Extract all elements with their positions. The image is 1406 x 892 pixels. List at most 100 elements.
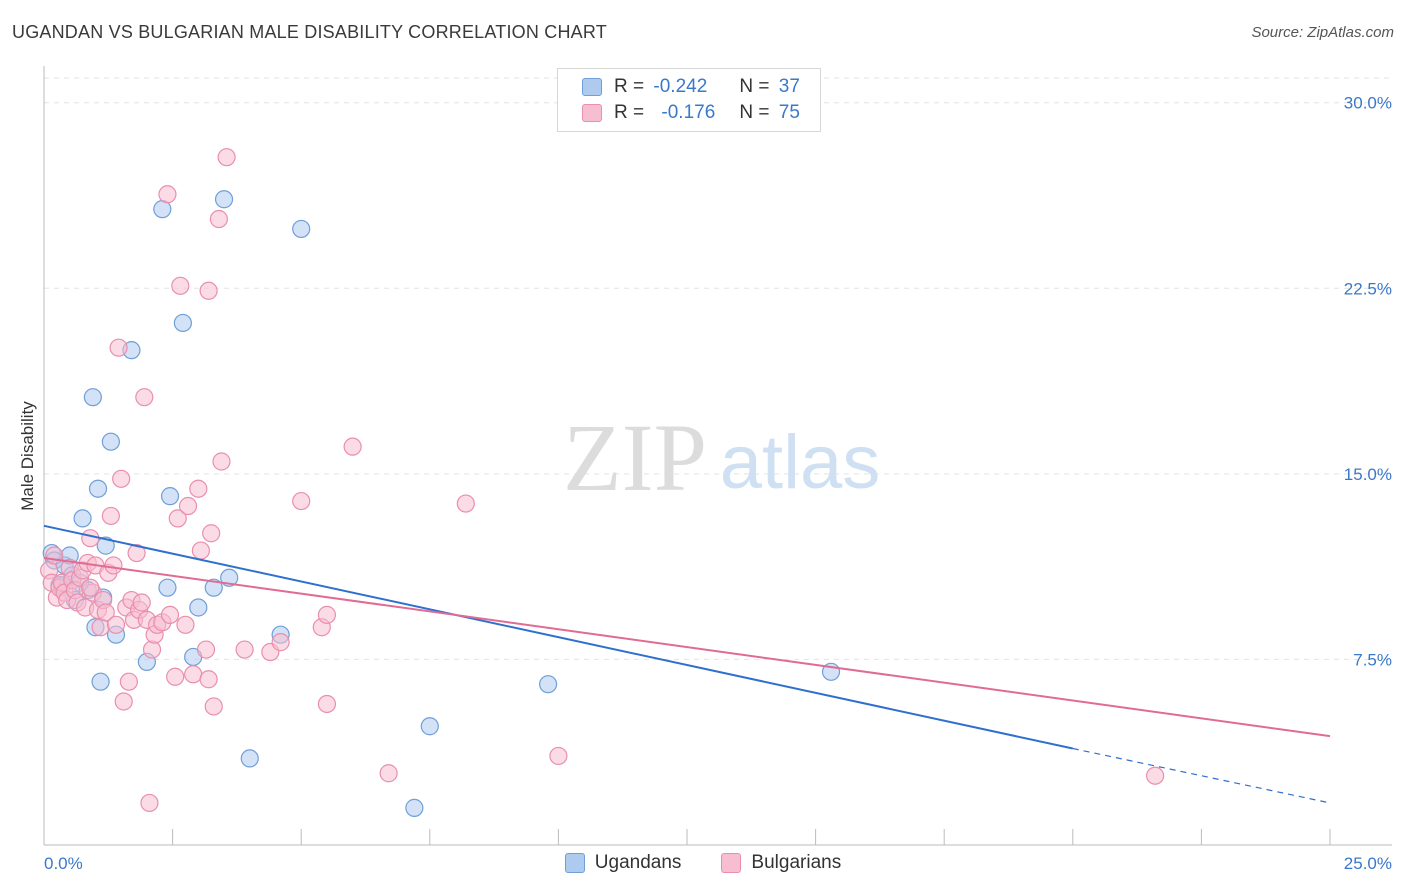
watermark-atlas: atlas: [720, 420, 881, 505]
grid-lines: [44, 77, 1392, 660]
point-ugandan: [189, 598, 208, 617]
point-bulgarian: [217, 148, 236, 167]
point-ugandan: [539, 675, 558, 694]
point-bulgarian: [199, 281, 218, 300]
legend-item-ugandans[interactable]: Ugandans: [564, 852, 682, 874]
point-ugandan: [220, 568, 239, 587]
legend-n-label: N =: [739, 76, 770, 97]
legend-label-ugandans: Ugandans: [594, 852, 682, 873]
point-bulgarian: [549, 746, 568, 766]
point-bulgarian: [45, 546, 64, 565]
point-ugandan: [173, 313, 192, 333]
point-bulgarian: [168, 509, 187, 528]
point-bulgarian: [81, 578, 100, 597]
watermark: ZIP atlas: [563, 404, 880, 511]
point-ugandan: [420, 717, 439, 736]
swatch-ugandans: [564, 853, 585, 873]
tick-labels: 7.5% 15.0% 22.5% 30.0% 0.0% 25.0%: [44, 94, 1392, 873]
y-tick-label: 15.0%: [1344, 465, 1392, 484]
watermark-zip: ZIP: [563, 404, 707, 511]
legend-row-ugandans: R = -0.242 N = 37: [582, 75, 800, 99]
point-ugandan: [73, 509, 92, 528]
point-bulgarian: [171, 276, 190, 295]
point-ugandan: [160, 487, 180, 506]
legend-r-value: -0.176: [661, 102, 716, 123]
series-bulgarians: [40, 148, 1165, 813]
point-bulgarian: [104, 556, 123, 575]
point-bulgarian: [158, 185, 177, 204]
point-bulgarian: [199, 670, 218, 689]
legend-swatch-blue: [582, 78, 602, 96]
point-bulgarian: [271, 633, 290, 652]
point-bulgarian: [132, 593, 151, 612]
y-tick-label: 7.5%: [1353, 650, 1392, 669]
legend-n-value: 75: [778, 102, 800, 123]
y-tick-label: 22.5%: [1344, 279, 1392, 298]
point-bulgarian: [209, 209, 228, 229]
point-ugandan: [292, 219, 311, 239]
point-bulgarian: [184, 665, 203, 684]
point-ugandan: [91, 672, 110, 691]
point-ugandan: [88, 479, 108, 498]
legend-r-label: R =: [614, 76, 645, 97]
legend-n-value: 37: [778, 76, 800, 97]
point-ugandan: [101, 432, 120, 451]
legend-row-bulgarians: R = -0.176 N = 75: [582, 101, 800, 125]
legend-label-bulgarians: Bulgarians: [751, 852, 842, 873]
point-bulgarian: [160, 605, 180, 625]
point-bulgarian: [196, 640, 216, 659]
point-bulgarian: [166, 667, 185, 686]
trend-lines: [43, 524, 1331, 804]
source-label: Source: ZipAtlas.com: [1251, 24, 1394, 41]
point-ugandan: [204, 578, 223, 597]
point-bulgarian: [343, 437, 362, 456]
point-bulgarian: [127, 543, 146, 563]
y-tick-label: 30.0%: [1344, 94, 1392, 113]
legend-r-value: -0.242: [653, 76, 708, 97]
point-ugandan: [83, 388, 102, 407]
x-tick-label: 0.0%: [44, 854, 83, 873]
point-bulgarian: [379, 764, 398, 783]
swatch-bulgarians: [721, 853, 742, 873]
point-bulgarian: [204, 697, 223, 716]
point-ugandan: [96, 536, 115, 555]
point-bulgarian: [140, 793, 159, 813]
axes: [43, 66, 1392, 846]
point-bulgarian: [1146, 766, 1165, 785]
trend-line-ugandans: [43, 524, 1074, 750]
point-bulgarian: [178, 496, 198, 516]
trend-line-ugandans-extension: [1072, 747, 1331, 804]
point-ugandan: [214, 190, 234, 209]
legend-n-label: N =: [739, 102, 770, 123]
point-bulgarian: [176, 615, 195, 634]
point-bulgarian: [101, 506, 120, 526]
point-bulgarian: [212, 452, 231, 471]
trend-line-bulgarians: [43, 557, 1331, 738]
correlation-legend: R = -0.242 N = 37 R = -0.176 N = 75: [557, 68, 821, 132]
point-bulgarian: [235, 640, 254, 659]
point-ugandan: [240, 749, 259, 768]
point-bulgarian: [317, 605, 337, 625]
point-bulgarian: [81, 529, 100, 548]
series-legend: Ugandans Bulgarians: [0, 852, 1406, 874]
point-bulgarian: [114, 692, 133, 711]
point-bulgarian: [191, 541, 210, 560]
point-bulgarian: [112, 469, 131, 488]
chart-title: UGANDAN VS BULGARIAN MALE DISABILITY COR…: [12, 22, 607, 42]
legend-item-bulgarians[interactable]: Bulgarians: [721, 852, 841, 874]
point-bulgarian: [189, 479, 208, 498]
legend-swatch-pink: [582, 104, 602, 122]
point-ugandan: [405, 798, 424, 817]
x-tick-label: 25.0%: [1344, 854, 1392, 873]
point-bulgarian: [106, 615, 126, 634]
point-bulgarian: [202, 524, 221, 543]
point-bulgarian: [142, 640, 162, 659]
point-bulgarian: [456, 494, 475, 513]
legend-r-label: R =: [614, 102, 645, 123]
point-ugandan: [158, 578, 177, 597]
point-bulgarian: [119, 672, 138, 691]
point-bulgarian: [96, 603, 115, 622]
point-bulgarian: [135, 388, 154, 407]
point-bulgarian: [109, 338, 128, 357]
